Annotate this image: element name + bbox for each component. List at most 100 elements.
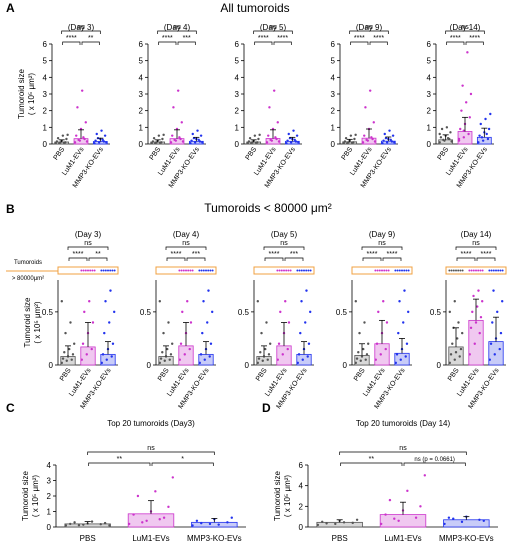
data-point [466, 51, 469, 54]
data-point [230, 516, 233, 519]
data-point [162, 331, 165, 335]
data-point [403, 289, 406, 292]
data-point [274, 136, 277, 139]
data-point [351, 521, 354, 525]
band-point [300, 269, 303, 272]
data-point [419, 505, 422, 508]
panel-letter-c: C [6, 401, 15, 415]
chart-title: (Day 9) [356, 23, 383, 32]
y-tick-label: 4 [299, 482, 304, 491]
significance-label: ns [365, 24, 373, 31]
data-point [84, 121, 87, 124]
y-tick-label: 0 [437, 361, 442, 370]
significance-label: **** [387, 251, 398, 258]
band-point [87, 269, 89, 272]
data-point [82, 136, 85, 139]
data-point [193, 141, 197, 144]
data-point [141, 521, 144, 524]
data-point [77, 523, 81, 527]
chart-title: Top 20 tumoroids (Day 14) [356, 419, 451, 428]
significance-bracket [349, 30, 389, 34]
significance-label: ns [147, 445, 155, 452]
significance-label: * [181, 456, 184, 463]
data-point [101, 138, 104, 142]
significance-bracket [369, 41, 388, 45]
data-point [181, 310, 184, 314]
data-point [97, 141, 101, 144]
data-point [349, 134, 353, 137]
band-point [475, 269, 477, 272]
y-tick-label: 6 [139, 40, 144, 49]
data-point [445, 126, 449, 129]
data-point [202, 300, 205, 303]
data-point [65, 137, 68, 141]
data-point [381, 141, 384, 145]
significance-label: **** [354, 35, 365, 42]
band-point [495, 269, 497, 272]
y-tick-label: 2 [139, 107, 144, 116]
data-point [145, 519, 148, 522]
significance-bracket [81, 41, 100, 45]
data-point [158, 518, 161, 521]
data-point [196, 129, 199, 132]
band-point [91, 269, 94, 272]
band-point [394, 269, 397, 272]
data-point [68, 347, 71, 351]
significance-bracket [254, 41, 273, 45]
chart-title: (Day 4) [164, 23, 191, 32]
data-point [132, 513, 135, 516]
band-point [189, 269, 192, 272]
data-point [208, 522, 212, 526]
data-point [55, 140, 59, 143]
data-point [151, 140, 155, 143]
data-point [492, 289, 495, 292]
y-tick-label: 1 [47, 508, 52, 517]
significance-bracket [166, 257, 186, 261]
data-point [385, 321, 389, 324]
bar-pbs [316, 521, 363, 528]
data-point [363, 321, 366, 324]
data-point [357, 351, 360, 354]
chart-title: (Day 3) [75, 230, 102, 239]
chart-c-10: Top 20 tumoroids (Day3) 0 1 2 3 4 Tumoroid siz… [21, 419, 246, 543]
data-point [346, 141, 349, 145]
data-point [499, 331, 503, 335]
significance-bracket [465, 41, 484, 45]
data-point [459, 347, 463, 351]
y-tick-label: 2 [299, 502, 304, 511]
data-point [342, 521, 346, 524]
data-point [91, 321, 95, 324]
data-point [473, 342, 476, 345]
band-point [180, 269, 183, 272]
chart-a-2: (Day 5)0123456PBSLuM1-EVsMMP3-KO-EVs****… [235, 23, 302, 189]
data-point [493, 353, 496, 356]
data-point [257, 357, 261, 360]
data-point [265, 321, 268, 324]
bar-lum1-evs [379, 514, 427, 528]
panel-letter-a: A [6, 1, 15, 15]
data-point [460, 520, 464, 524]
data-point [361, 141, 365, 144]
y-tick-label: 2 [235, 107, 240, 116]
data-point [451, 342, 454, 345]
data-point [388, 498, 392, 502]
band-point [191, 269, 194, 272]
data-point [163, 359, 166, 362]
data-point [171, 342, 174, 345]
significance-label: **** [73, 251, 84, 258]
panel-b-title: Tumoroids < 80000 μm² [204, 201, 332, 215]
chart-d-11: Top 20 tumoroids (Day 14) 0 2 4 6 Tumoroid si… [273, 419, 498, 543]
data-point [189, 321, 193, 324]
data-point [88, 300, 91, 303]
data-point [103, 331, 106, 335]
band-point [455, 269, 457, 272]
data-point [105, 141, 108, 144]
data-point [448, 361, 451, 365]
bar-lum1-evs [178, 345, 194, 366]
data-point [460, 109, 463, 112]
data-point [260, 331, 263, 335]
data-point [457, 321, 460, 324]
band-point [187, 269, 190, 272]
data-point [208, 355, 211, 358]
category-label: LuM1-EVs [132, 534, 169, 543]
